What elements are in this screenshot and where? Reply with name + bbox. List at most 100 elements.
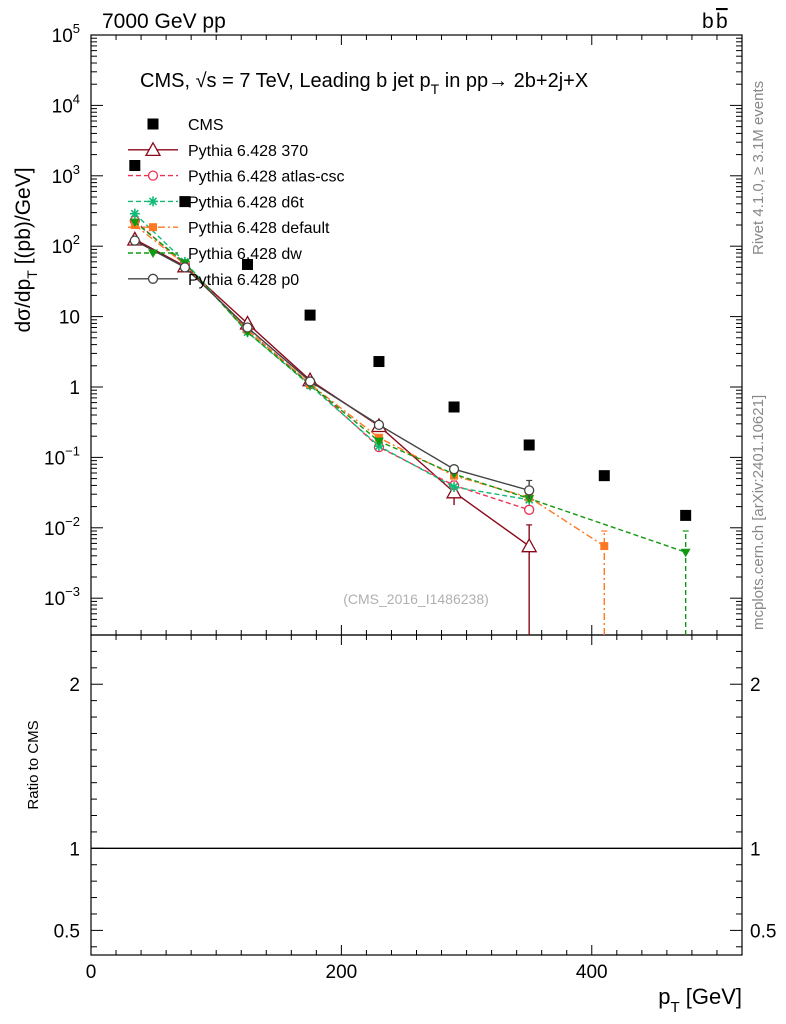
legend-label: Pythia 6.428 370 [188,143,308,160]
legend: CMS Pythia 6.428 370 Pythia 6.428 atlas-cs… [128,117,345,289]
data-marker [147,118,159,130]
y-tick-label: 1 [69,378,80,399]
y-tick-label: 105 [52,21,80,47]
legend-entry: Pythia 6.428 default [128,220,330,237]
data-marker [242,322,253,333]
header-right-bar: b [716,10,728,33]
data-marker [148,196,158,207]
x-tick-label: 0 [86,962,97,983]
analysis-id: (CMS_2016_I1486238) [343,591,489,607]
data-marker [524,485,535,496]
y-tick-label: 102 [52,232,80,258]
y-tick-exponent: 3 [73,162,80,177]
ratio-tick-label-right: 1 [750,839,761,860]
data-marker [524,504,535,515]
series-line [134,220,530,511]
legend-label: Pythia 6.428 default [188,220,330,237]
data-marker [129,208,140,219]
y-tick-exponent: 5 [73,21,80,36]
y-tick-base: 1 [69,378,80,399]
rivet-version-label: Rivet 4.1.0, ≥ 3.1M events [750,81,767,255]
ratio-plot-frame [90,634,743,956]
legend-entry: Pythia 6.428 dw [128,246,302,263]
header-left: 7000 GeV pp [102,10,226,33]
y-tick-base: 10 [59,308,80,329]
y-tick-label: 10−3 [44,584,80,610]
ratio-tick-label-right: 0.5 [750,921,776,942]
data-marker [373,419,385,430]
y-tick-exponent: −3 [65,584,80,599]
legend-entry: Pythia 6.428 p0 [128,272,299,289]
data-marker [129,218,140,228]
plot-title: CMS, √s = 7 TeV, Leading b jet pT in pp→… [140,70,588,97]
legend-label: Pythia 6.428 atlas-csc [188,169,345,186]
legend-entry: Pythia 6.428 d6t [128,194,304,211]
legend-label: CMS [188,117,224,134]
ratio-tick-label-left: 2 [69,675,80,696]
mcplots-label: mcplots.cern.ch [arXiv:2401.10621] [750,395,767,630]
data-marker [304,376,316,387]
legend-label: Pythia 6.428 d6t [188,194,304,211]
y-tick-base: 10 [52,26,73,47]
data-marker [600,542,609,551]
header-right: b [702,10,714,33]
y-tick-base: 10 [44,519,65,540]
y-tick-label: 10−2 [44,514,80,540]
data-marker [521,537,538,553]
data-marker [304,309,316,321]
data-marker [680,509,692,521]
y-tick-label: 104 [52,91,80,117]
data-marker [129,160,141,172]
y-tick-exponent: −2 [65,514,80,529]
data-marker [524,495,535,504]
y-tick-exponent: 2 [73,232,80,247]
data-marker [147,170,159,181]
data-marker [373,437,384,447]
y-tick-base: 10 [52,96,73,117]
ratio-tick-label-left: 1 [69,839,80,860]
data-marker [148,249,158,258]
data-marker [179,196,191,208]
ratio-tick-label-right: 2 [750,675,761,696]
y-tick-base: 10 [44,448,65,469]
data-marker [448,401,460,413]
legend-label: Pythia 6.428 dw [188,246,302,263]
data-marker [373,356,385,368]
legend-label: Pythia 6.428 p0 [188,272,299,289]
y-tick-exponent: 4 [73,91,80,106]
series-line [134,221,686,553]
data-marker [448,464,460,475]
legend-entry: CMS [147,117,224,134]
x-tick-label: 200 [326,962,358,983]
data-marker [144,141,162,157]
legend-entry: Pythia 6.428 atlas-csc [128,169,345,186]
y-tick-base: 10 [52,237,73,258]
data-marker [179,262,191,273]
data-marker [129,235,140,246]
y-tick-label: 103 [52,162,80,188]
x-tick-label: 400 [576,962,608,983]
data-marker [680,548,691,558]
series-cms [129,160,692,521]
data-series [126,160,692,635]
data-marker [449,481,460,492]
y-tick-label: 10 [59,308,80,329]
series-pythia-6-428-370 [126,231,538,635]
y-tick-base: 10 [44,589,65,610]
ratio-axis-label: Ratio to CMS [25,720,42,809]
data-marker [241,258,253,270]
ratio-tick-label-left: 0.5 [54,921,80,942]
y-tick-label: 10−1 [44,443,80,469]
data-marker [523,439,535,451]
data-marker [147,273,159,284]
y-axis-label: dσ/dpT [(pb)/GeV] [12,167,40,332]
data-marker [149,223,157,232]
y-tick-exponent: −1 [65,443,80,458]
legend-entry: Pythia 6.428 370 [128,141,308,160]
y-tick-base: 10 [52,167,73,188]
series-pythia-6-428-p0 [129,235,535,499]
x-axis-label: pT [GeV] [658,984,742,1016]
data-marker [598,470,610,482]
